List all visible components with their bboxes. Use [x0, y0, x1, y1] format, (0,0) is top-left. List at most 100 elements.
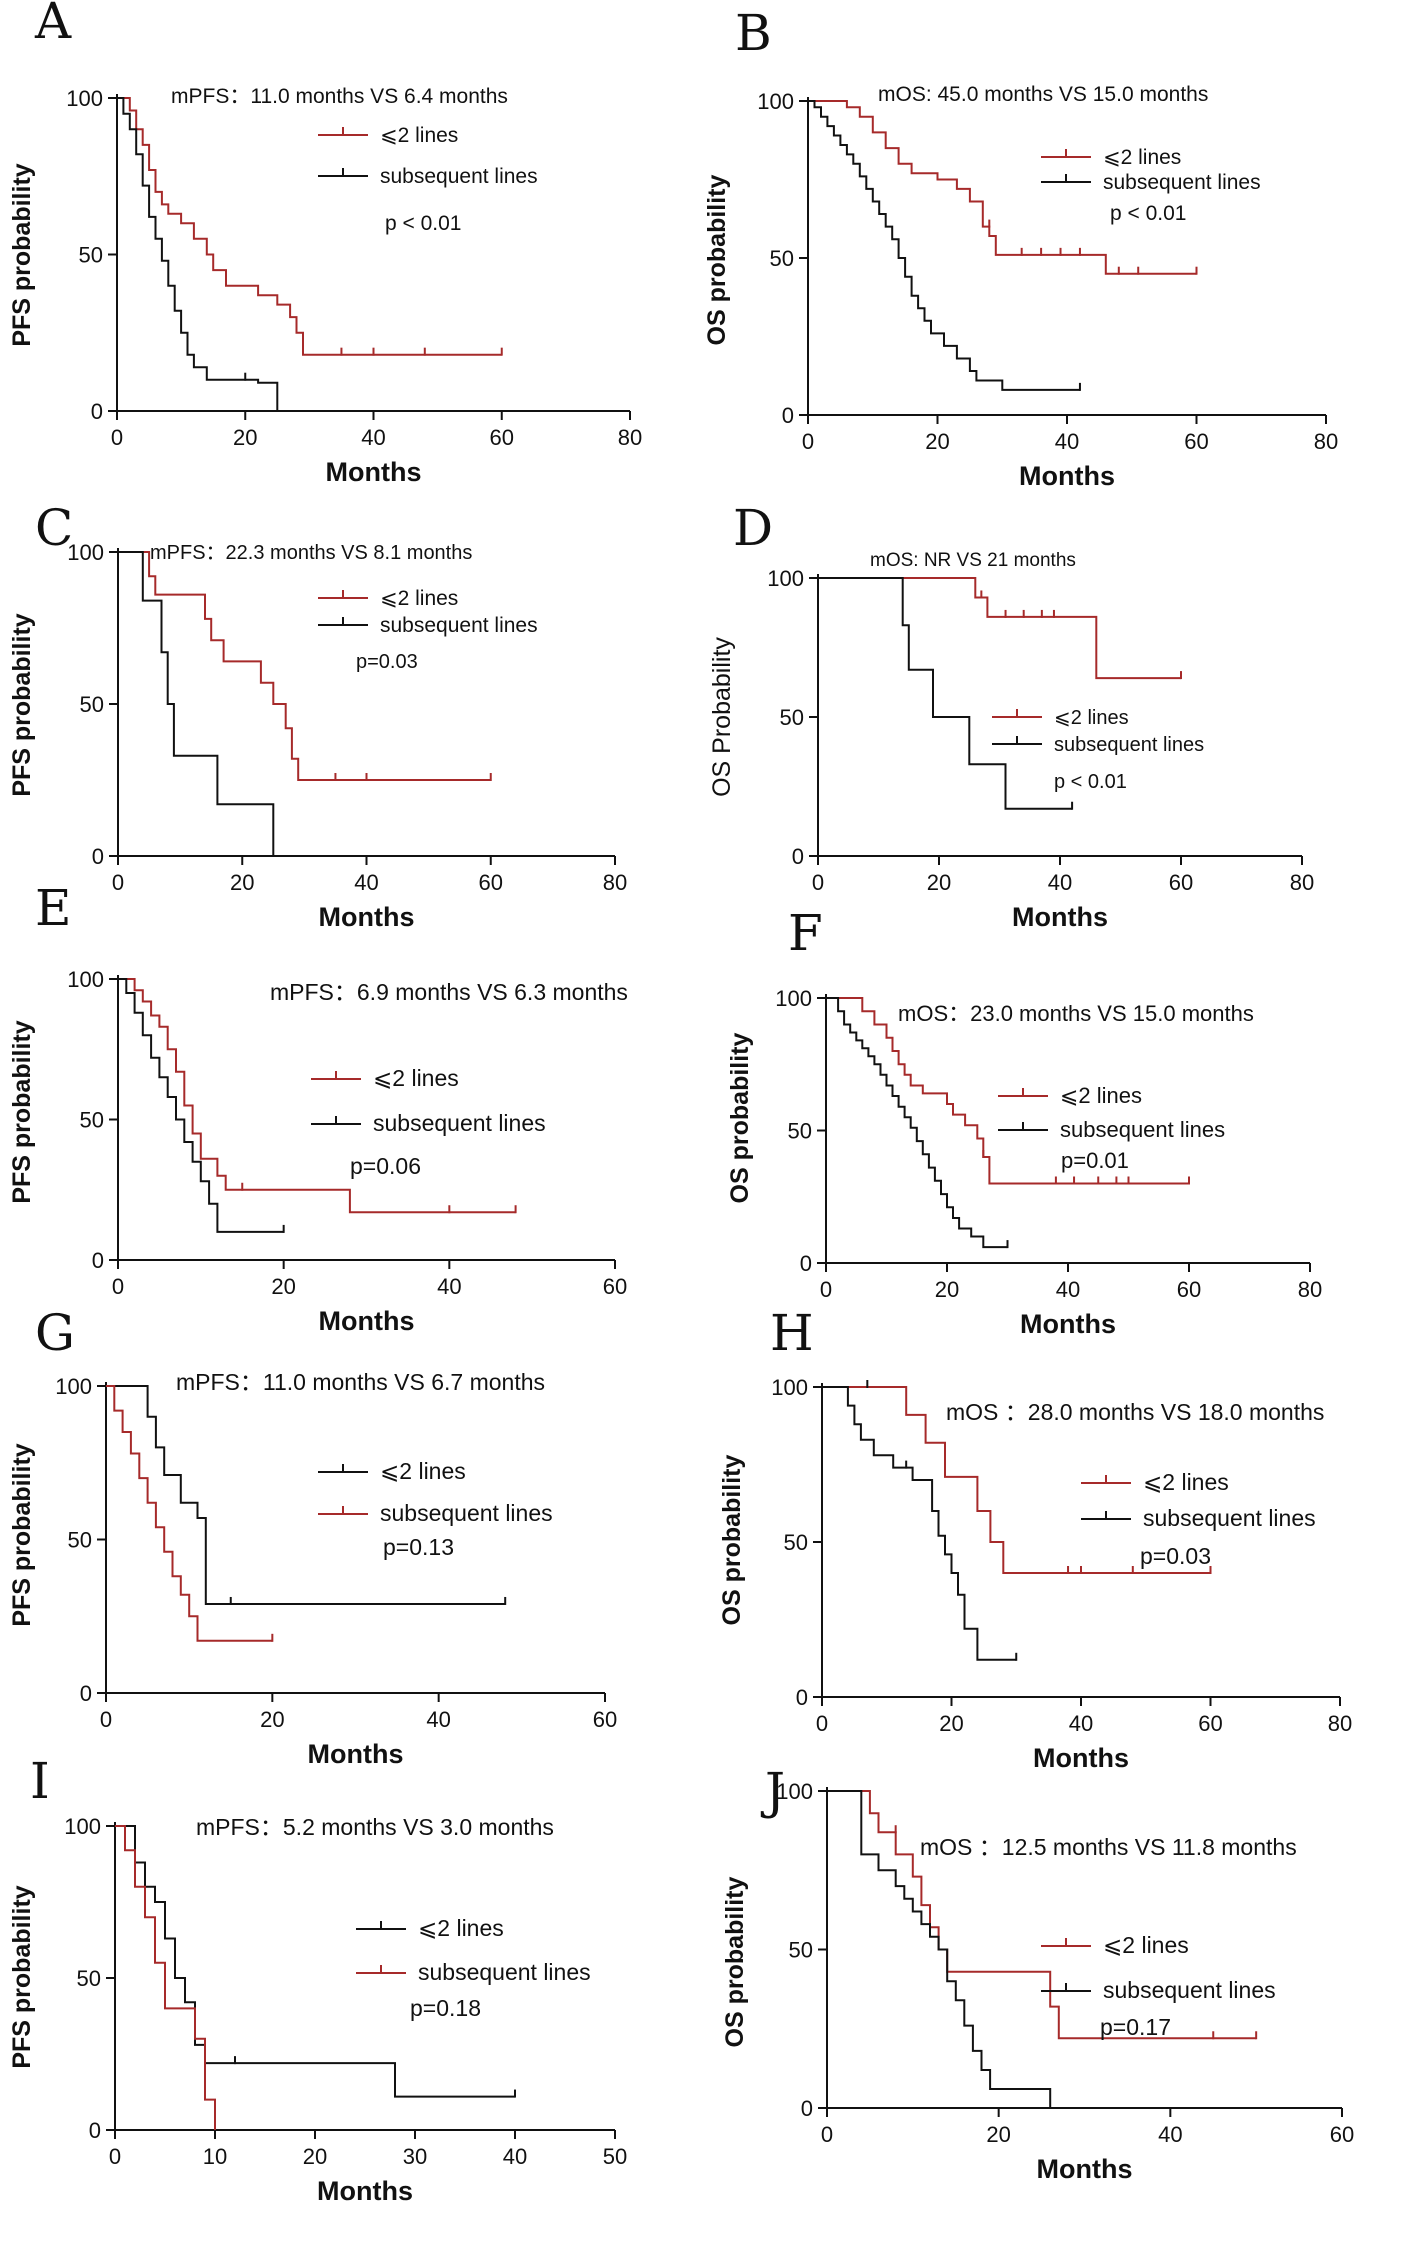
x-tick-label: 20: [260, 1707, 284, 1732]
p-value: p=0.01: [1061, 1148, 1129, 1173]
p-value: p=0.17: [1100, 2014, 1171, 2040]
x-tick-label: 60: [490, 425, 514, 450]
y-tick-label: 100: [767, 566, 804, 591]
y-tick-label: 0: [92, 1248, 104, 1273]
y-tick-label: 100: [64, 1814, 101, 1839]
x-tick-label: 30: [403, 2144, 427, 2169]
x-tick-label: 80: [1298, 1277, 1322, 1302]
x-tick-label: 0: [812, 870, 824, 895]
panel-c: C 0 50 100 0 20 40 60 80 Months PFS probability mPF…: [8, 499, 627, 932]
x-tick-label: 20: [230, 870, 254, 895]
km-curve-le2-lines: [826, 997, 1189, 1185]
panel-e: E 0 50 100 0 20 40 60 Months PFS probability mPFS：…: [8, 879, 628, 1336]
y-axis-label: OS probability: [721, 1876, 749, 2047]
km-curve-subsequent-lines: [822, 1386, 1017, 1661]
y-tick-label: 0: [91, 399, 103, 424]
km-curve-le2-lines: [808, 100, 1197, 275]
x-axis-label: Months: [1012, 902, 1108, 932]
panel-j: J 0 50 100 0 20 40 60 Months OS probability mOS ：1…: [721, 1762, 1354, 2184]
panel-letter: D: [733, 499, 773, 557]
x-tick-label: 0: [820, 1277, 832, 1302]
y-tick-label: 100: [771, 1375, 808, 1400]
x-tick-label: 40: [1069, 1711, 1093, 1736]
x-tick-label: 0: [109, 2144, 121, 2169]
y-axis-label: PFS probability: [8, 613, 36, 796]
x-tick-label: 40: [1158, 2122, 1182, 2147]
legend-label: subsequent lines: [380, 165, 538, 188]
legend-label: subsequent lines: [1103, 171, 1261, 194]
p-value: p < 0.01: [1110, 202, 1186, 225]
x-tick-label: 60: [1198, 1711, 1222, 1736]
y-axis-label: OS Probability: [708, 637, 736, 797]
panel-b: B 0 50 100 0 20 40 60 80 Months OS probability mOS:…: [703, 4, 1338, 491]
km-curve-le2-lines: [827, 1790, 1257, 2040]
x-tick-label: 40: [426, 1707, 450, 1732]
x-tick-label: 20: [927, 870, 951, 895]
km-curve-le2-lines: [115, 1825, 515, 2098]
legend-label: subsequent lines: [1103, 1977, 1276, 2003]
km-curve-le2-lines: [822, 1386, 1211, 1574]
legend-label: subsequent lines: [380, 1500, 553, 1526]
x-tick-label: 60: [1169, 870, 1193, 895]
x-tick-label: 0: [821, 2122, 833, 2147]
y-tick-label: 100: [67, 967, 104, 992]
y-tick-label: 50: [788, 1119, 812, 1144]
x-axis-label: Months: [1033, 1743, 1129, 1773]
legend-label: subsequent lines: [418, 1959, 591, 1985]
x-tick-label: 20: [986, 2122, 1010, 2147]
x-tick-label: 0: [112, 1274, 124, 1299]
x-tick-label: 40: [1056, 1277, 1080, 1302]
legend-label: subsequent lines: [1054, 734, 1204, 756]
km-curve-le2-lines: [818, 577, 1181, 680]
y-axis-label: OS probability: [718, 1454, 746, 1625]
median-annotation: mPFS：11.0 months VS 6.4 months: [171, 85, 508, 108]
km-curve-le2-lines: [117, 97, 502, 356]
x-tick-label: 80: [1314, 429, 1338, 454]
p-value: p=0.18: [410, 1995, 481, 2021]
x-axis-label: Months: [319, 1306, 415, 1336]
y-tick-label: 50: [770, 246, 794, 271]
y-tick-label: 0: [792, 844, 804, 869]
x-tick-label: 60: [603, 1274, 627, 1299]
km-curve-subsequent-lines: [827, 1790, 1052, 2108]
legend-label: ⩽2 lines: [418, 1915, 504, 1941]
p-value: p=0.13: [383, 1534, 454, 1560]
x-axis-label: Months: [1037, 2154, 1133, 2184]
x-tick-label: 80: [1328, 1711, 1352, 1736]
panel-letter: C: [35, 499, 73, 557]
legend-label: ⩽2 lines: [380, 124, 458, 147]
y-axis-label: OS probability: [726, 1032, 754, 1203]
panel-letter: H: [770, 1304, 814, 1362]
x-tick-label: 20: [271, 1274, 295, 1299]
y-tick-label: 0: [796, 1685, 808, 1710]
x-axis-label: Months: [317, 2176, 413, 2206]
y-tick-label: 100: [757, 89, 794, 114]
x-tick-label: 40: [1055, 429, 1079, 454]
legend-label: subsequent lines: [1143, 1505, 1316, 1531]
panel-g: G 0 50 100 0 20 40 60 Months PFS probability mPFS：…: [8, 1304, 617, 1769]
km-curve-subsequent-lines: [115, 1825, 216, 2130]
km-curve-subsequent-lines: [106, 1385, 273, 1642]
x-tick-label: 20: [939, 1711, 963, 1736]
panel-f: F 0 50 100 0 20 40 60 80 Months OS probability mOS：…: [726, 904, 1322, 1339]
x-tick-label: 80: [1290, 870, 1314, 895]
y-tick-label: 50: [77, 1966, 101, 1991]
legend-label: ⩽2 lines: [373, 1065, 459, 1091]
y-tick-label: 50: [79, 243, 103, 268]
legend-label: ⩽2 lines: [1103, 146, 1181, 169]
x-axis-label: Months: [326, 457, 422, 487]
y-tick-label: 100: [67, 540, 104, 565]
x-tick-label: 0: [802, 429, 814, 454]
km-curve-subsequent-lines: [118, 978, 284, 1233]
x-tick-label: 60: [479, 870, 503, 895]
x-tick-label: 60: [593, 1707, 617, 1732]
legend-label: subsequent lines: [373, 1110, 546, 1136]
median-annotation: mPFS：22.3 months VS 8.1 months: [150, 542, 472, 564]
y-tick-label: 100: [55, 1374, 92, 1399]
x-axis-label: Months: [308, 1739, 404, 1769]
y-tick-label: 100: [66, 86, 103, 111]
median-annotation: mOS ：28.0 months VS 18.0 months: [946, 1399, 1324, 1425]
median-annotation: mPFS：11.0 months VS 6.7 months: [176, 1369, 545, 1395]
median-annotation: mOS：23.0 months VS 15.0 months: [898, 1001, 1254, 1026]
